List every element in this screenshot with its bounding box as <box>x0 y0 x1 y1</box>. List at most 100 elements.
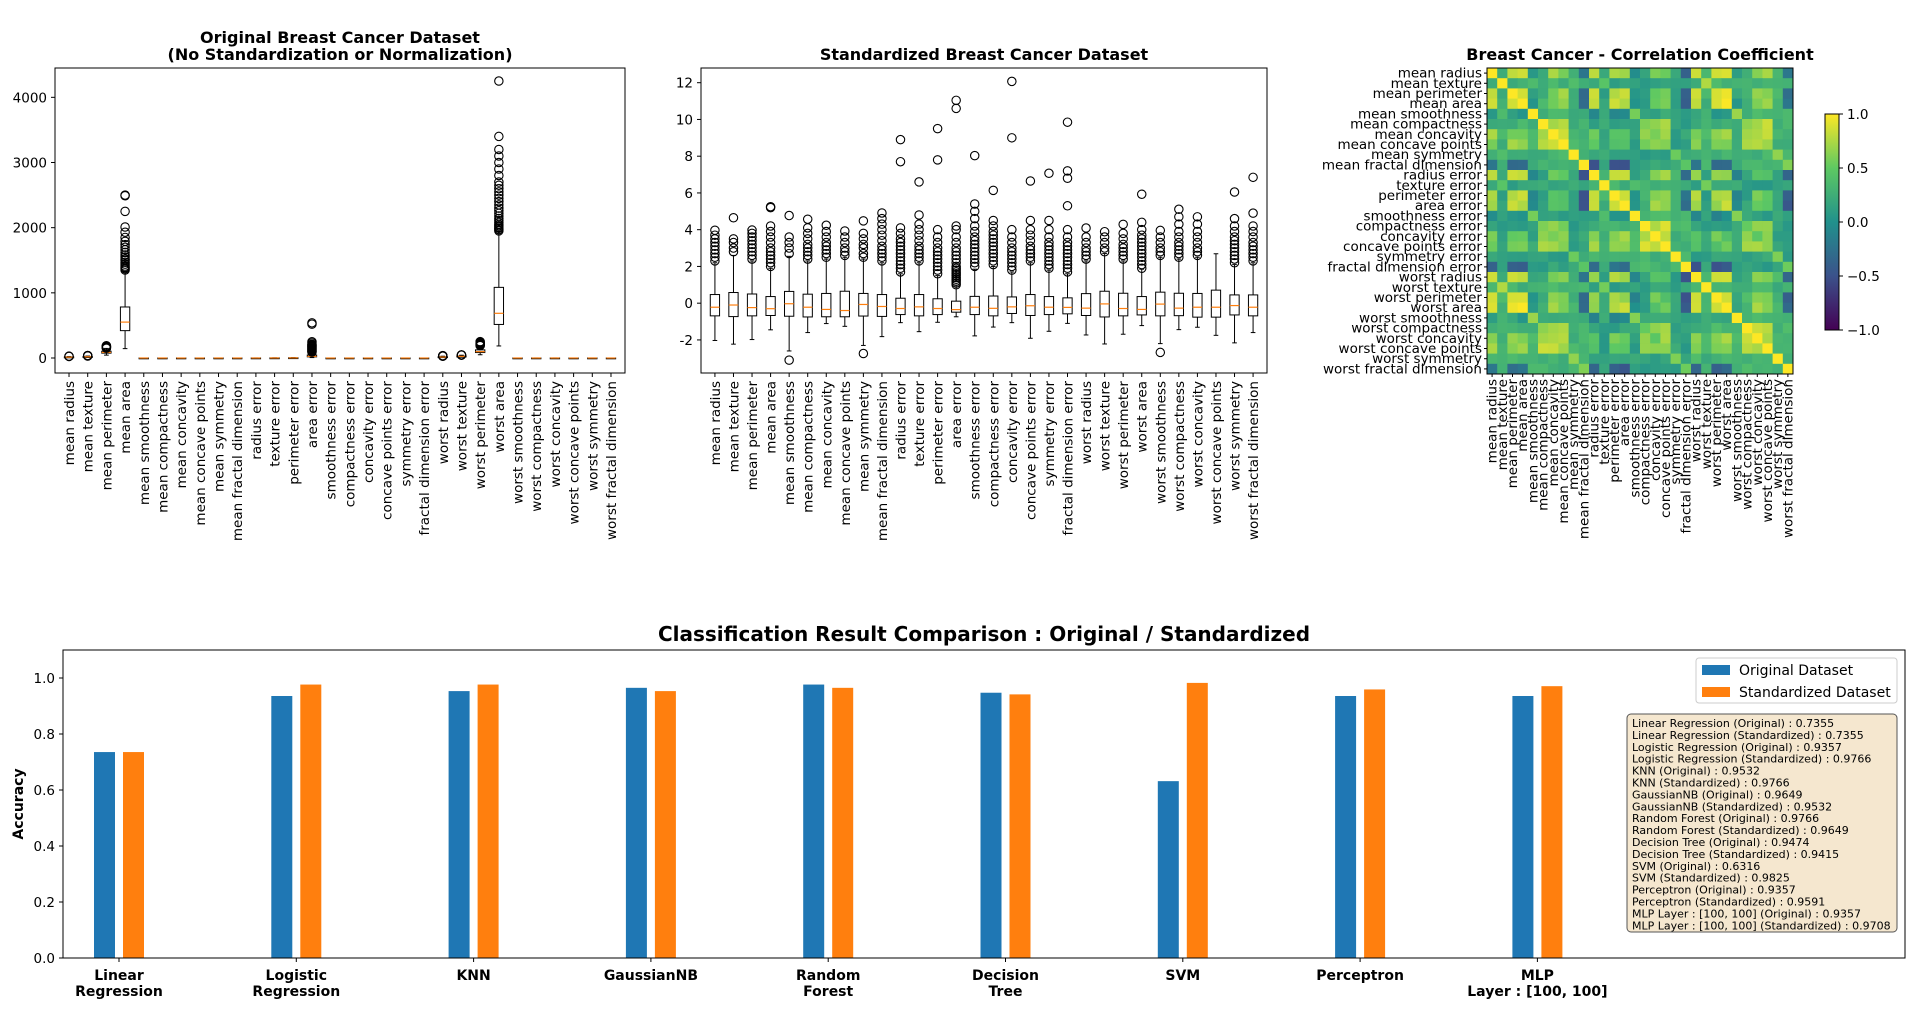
heatmap-cell <box>1691 190 1702 201</box>
box-outlier <box>1229 235 1240 246</box>
heatmap-cell <box>1752 292 1763 303</box>
box-outlier <box>1062 173 1073 183</box>
heatmap-cell <box>1599 363 1610 375</box>
box-outlier <box>1062 117 1073 127</box>
heatmap-cell <box>1680 292 1692 303</box>
bar-x-tick-label: Perceptron <box>1316 968 1404 984</box>
bar-standardized-6 <box>1186 682 1208 958</box>
standardized-x-tick-label: mean area <box>764 381 780 454</box>
standardized-box-26 <box>1192 212 1203 328</box>
heatmap-cell <box>1670 68 1682 79</box>
heatmap-cell <box>1548 251 1559 263</box>
heatmap-cell <box>1701 333 1712 344</box>
heatmap-cell <box>1517 159 1529 171</box>
heatmap-cell <box>1752 261 1763 273</box>
standardized-y-tick-label: 6 <box>684 186 693 202</box>
box-outlier <box>951 243 961 253</box>
box-outlier <box>765 226 776 237</box>
original-x-tick-label: worst compactness <box>529 381 545 512</box>
box-outlier <box>784 355 794 365</box>
heatmap-cell <box>1742 241 1753 252</box>
heatmap-cell <box>1599 139 1610 150</box>
heatmap-cell <box>1711 241 1722 252</box>
box-outlier <box>988 252 999 262</box>
heatmap-y-tick-label: mean concavity <box>1374 127 1482 143</box>
heatmap-cell <box>1629 363 1641 375</box>
heatmap-cell <box>1538 231 1549 242</box>
heatmap-cell <box>1589 129 1600 140</box>
standardized-box-0 <box>709 225 721 341</box>
heatmap-cell <box>1629 312 1641 324</box>
heatmap-cell <box>1568 343 1580 354</box>
heatmap-cell <box>1538 68 1549 79</box>
heatmap-cell <box>1772 119 1784 130</box>
heatmap-cell <box>1701 200 1712 212</box>
heatmap-cell <box>1497 231 1508 242</box>
bar-y-tick-label: 1.0 <box>34 671 55 687</box>
box-outlier <box>494 183 504 194</box>
box-outlier <box>969 150 980 161</box>
heatmap-cell <box>1762 68 1773 79</box>
annotation-line: KNN (Standardized) : 0.9766 <box>1632 777 1790 790</box>
heatmap-cell <box>1497 353 1508 365</box>
heatmap-cell <box>1711 210 1722 222</box>
box-outlier <box>1174 232 1184 242</box>
heatmap-cell <box>1517 210 1529 222</box>
heatmap-cell <box>1670 241 1682 252</box>
original-box-1 <box>82 350 93 361</box>
heatmap-cell <box>1527 353 1539 365</box>
heatmap-cell <box>1507 261 1518 273</box>
heatmap-cell <box>1507 200 1518 212</box>
heatmap-cell <box>1731 353 1743 365</box>
heatmap-cell <box>1752 272 1763 283</box>
box-outlier <box>1118 246 1128 257</box>
original-box-6 <box>175 357 187 360</box>
heatmap-cell <box>1752 323 1763 334</box>
heatmap-cell <box>1517 292 1529 303</box>
heatmap-cell <box>1742 231 1753 242</box>
box-outlier <box>802 254 813 264</box>
heatmap-cell <box>1558 272 1569 283</box>
colorbar <box>1824 113 1840 331</box>
heatmap-cell <box>1782 149 1794 161</box>
heatmap-cell <box>1660 190 1671 201</box>
heatmap-cell <box>1517 170 1529 181</box>
heatmap-cell <box>1670 292 1682 303</box>
heatmap-cell <box>1670 272 1682 283</box>
box-outlier <box>877 256 887 266</box>
box-outlier <box>895 134 906 145</box>
heatmap-cell <box>1742 282 1753 293</box>
box-outlier <box>895 256 906 266</box>
heatmap-cell <box>1589 312 1600 324</box>
box-outlier <box>932 261 943 272</box>
heatmap-cell <box>1527 292 1539 303</box>
heatmap-cell <box>1691 221 1702 232</box>
heatmap-cell <box>1731 343 1743 354</box>
heatmap-cell <box>1497 210 1508 222</box>
standardized-x-tick-label: texture error <box>912 381 928 467</box>
bar-y-tick-label: 0.6 <box>34 783 55 799</box>
heatmap-cell <box>1670 312 1682 324</box>
standardized-y-tick-label: -2 <box>680 333 693 349</box>
heatmap-cell <box>1691 251 1702 263</box>
heatmap-cell <box>1507 302 1518 314</box>
heatmap-cell <box>1548 353 1559 365</box>
box-outlier <box>988 221 999 231</box>
heatmap-cell <box>1507 98 1518 110</box>
box-outlier <box>1248 241 1258 251</box>
heatmap-cell <box>1772 78 1784 89</box>
heatmap-cell <box>1762 149 1773 161</box>
box-outlier <box>988 256 999 266</box>
heatmap-cell <box>1752 302 1763 314</box>
heatmap-cell <box>1660 200 1671 212</box>
heatmap-cell <box>1599 282 1610 293</box>
annotation-line: Logistic Regression (Original) : 0.9357 <box>1632 741 1842 754</box>
box-outlier <box>914 177 924 187</box>
bar-x-tick-label: Logistic <box>266 968 327 984</box>
bar-standardized-5 <box>1009 694 1031 958</box>
legend-label-1: Standardized Dataset <box>1739 685 1891 701</box>
heatmap-cell <box>1752 68 1763 79</box>
heatmap-cell <box>1609 98 1620 110</box>
heatmap-cell <box>1711 363 1722 375</box>
heatmap-cell <box>1589 261 1600 273</box>
